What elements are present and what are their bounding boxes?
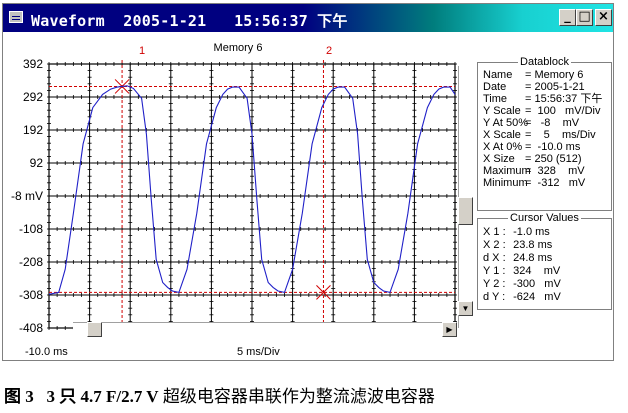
datablock-row: X At 0% = -10.0 ms <box>483 141 580 153</box>
datablock-row: Time = 15:56:37 下午 <box>483 93 602 105</box>
datablock-row-value: = 15:56:37 下午 <box>525 93 603 105</box>
waveform-window: Waveform 2005-1-21 15:56:37 下午 _ □ × Mem… <box>2 3 614 361</box>
figure-number: 图 3 <box>4 387 34 406</box>
minimize-button[interactable]: _ <box>559 9 576 26</box>
figure-caption: 图 3 3 只 4.7 F/2.7 V 超级电容器串联作为整流滤波电容器 <box>4 382 435 407</box>
window-title: Waveform 2005-1-21 15:56:37 下午 <box>31 12 348 30</box>
horizontal-scroll-thumb[interactable] <box>87 322 102 337</box>
datablock-row: X Scale = 5 ms/Div <box>483 129 596 141</box>
scroll-right-button[interactable]: ▶ <box>442 322 457 337</box>
datablock-row: Name = Memory 6 <box>483 69 583 81</box>
datablock-row-key: Y At 50% <box>483 117 529 129</box>
waveform-trace <box>48 85 456 295</box>
datablock-title: Datablock <box>518 56 571 68</box>
datablock-row-value: = 2005-1-21 <box>525 81 585 93</box>
figure-caption-bold: 3 只 4.7 F/2.7 V <box>46 387 159 406</box>
figure-caption-text: 超级电容器串联作为整流滤波电容器 <box>158 387 435 406</box>
datablock-row-key: Name <box>483 69 513 81</box>
y-tick-label: -308 <box>18 288 43 302</box>
datablock-row-value: = -8 mV <box>525 117 580 129</box>
cursor-value-row-key: Y 2 : <box>483 278 506 290</box>
datablock-row: Y At 50% = -8 mV <box>483 117 579 129</box>
cursor-value-row-key: X 1 : <box>483 226 506 238</box>
scroll-down-button[interactable]: ▼ <box>458 301 473 316</box>
cursor-value-row-value: -300 mV <box>507 278 561 290</box>
y-tick-label: 192 <box>22 123 43 137</box>
cursor-value-row-value: 324 mV <box>507 265 561 277</box>
cursor-value-row: Y 2 : -300 mV <box>483 278 561 290</box>
datablock-row: Y Scale = 100 mV/Div <box>483 105 601 117</box>
cursor-value-row-value: -624 mV <box>507 291 561 303</box>
maximize-button[interactable]: □ <box>576 9 593 26</box>
cursor-2-marker <box>316 285 331 300</box>
y-tick-label: -408 <box>18 321 43 335</box>
datablock-row-value: = Memory 6 <box>525 69 584 81</box>
datablock-row: Date = 2005-1-21 <box>483 81 585 93</box>
cursor-value-row-value: -1.0 ms <box>507 226 550 238</box>
datablock-row: Maximum = 328 mV <box>483 165 585 177</box>
close-button[interactable]: × <box>595 9 612 26</box>
cursor-value-row: Y 1 : 324 mV <box>483 265 560 277</box>
datablock-row: Minimum = -312 mV <box>483 177 585 189</box>
datablock-row-key: Date <box>483 81 507 93</box>
y-tick-label: 92 <box>29 156 43 170</box>
datablock-row-key: X Size <box>483 153 515 165</box>
window-app-icon[interactable] <box>9 11 23 23</box>
cursor-values-title: Cursor Values <box>508 212 581 224</box>
plot-tick-marks <box>47 62 457 330</box>
cursor-value-row-key: Y 1 : <box>483 265 506 277</box>
cursor-value-row-key: d Y : <box>483 291 506 303</box>
cursor-value-row-value: 23.8 ms <box>507 239 553 251</box>
cursor-value-row-value: 24.8 ms <box>507 252 553 264</box>
datablock-row-value: = -312 mV <box>525 177 586 189</box>
cursor-value-row: X 2 : 23.8 ms <box>483 239 552 251</box>
title-bar[interactable]: Waveform 2005-1-21 15:56:37 下午 _ □ × <box>3 4 613 32</box>
cursor-value-row: d Y : -624 mV <box>483 291 561 303</box>
cursor-value-row: d X : 24.8 ms <box>483 252 552 264</box>
datablock-row-key: Y Scale <box>483 105 521 117</box>
cursor-2-label: 2 <box>326 45 333 57</box>
trace-name-label: Memory 6 <box>213 42 263 54</box>
x-start-label: -10.0 ms <box>25 346 68 358</box>
datablock-row-key: X At 0% <box>483 141 523 153</box>
cursor-value-row-key: d X : <box>483 252 506 264</box>
vertical-scroll-thumb[interactable] <box>458 197 473 225</box>
horizontal-scrollbar[interactable] <box>73 322 457 337</box>
datablock-row-key: X Scale <box>483 129 521 141</box>
cursor-values-panel: Cursor Values X 1 : -1.0 ms X 2 : 23.8 ms… <box>477 212 612 310</box>
waveform-plot[interactable] <box>3 32 473 362</box>
cursor-value-row-key: X 2 : <box>483 239 506 251</box>
y-tick-label: 292 <box>22 90 43 104</box>
x-scale-label: 5 ms/Div <box>237 346 280 358</box>
datablock-row-key: Minimum <box>483 177 528 189</box>
datablock-row-value: = 5 ms/Div <box>525 129 596 141</box>
y-tick-label: -108 <box>18 222 43 236</box>
datablock-row-value: = 328 mV <box>525 165 585 177</box>
datablock-panel: Datablock Name = Memory 6 Date = 2005-1-21 T… <box>477 56 612 211</box>
y-tick-label: -208 <box>18 255 43 269</box>
datablock-row-key: Time <box>483 93 508 105</box>
y-tick-label: -8 mV <box>10 189 43 203</box>
waveform-plot-area[interactable]: Memory 6 1 2 392 292 192 92 -8 mV -108 -208 -30… <box>3 32 473 362</box>
datablock-row-value: = -10.0 ms <box>525 141 581 153</box>
datablock-row-value: = 250 (512) <box>525 153 582 165</box>
cursor-value-row: X 1 : -1.0 ms <box>483 226 550 238</box>
datablock-row-key: Maximum <box>483 165 531 177</box>
datablock-row: X Size = 250 (512) <box>483 153 582 165</box>
datablock-row-value: = 100 mV/Div <box>525 105 601 117</box>
cursor-1-label: 1 <box>139 45 146 57</box>
y-tick-label: 392 <box>22 57 43 71</box>
